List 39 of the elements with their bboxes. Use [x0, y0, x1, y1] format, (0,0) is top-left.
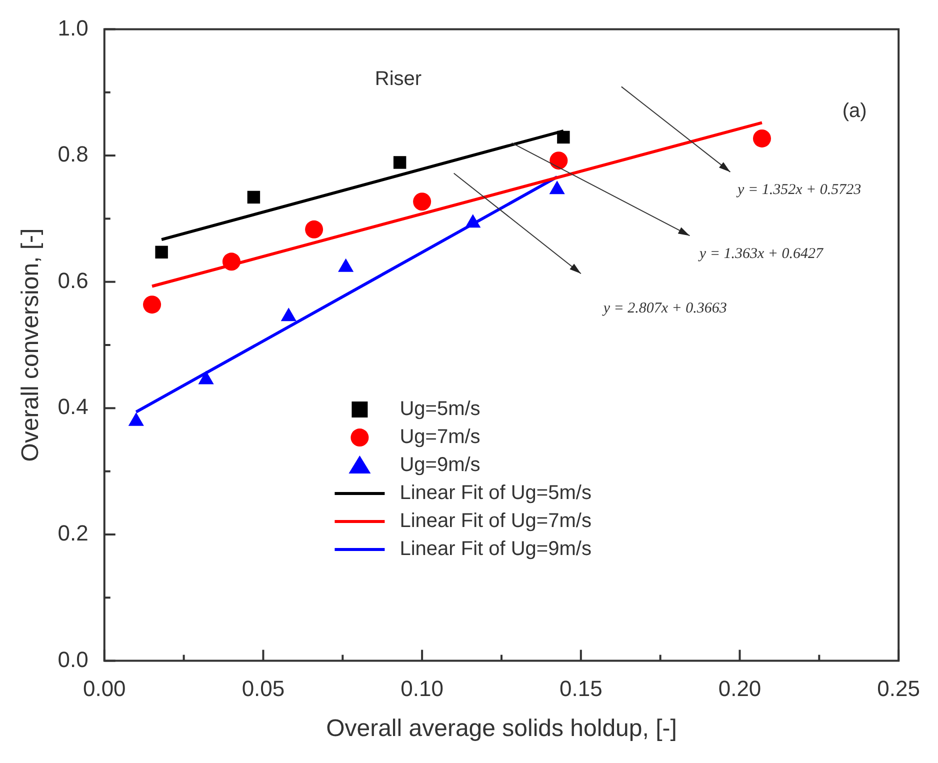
point — [155, 246, 168, 259]
annotation: y = 1.352x + 0.5723 — [736, 182, 862, 198]
point — [413, 192, 432, 211]
point — [393, 156, 406, 169]
y-tick-label: 0.8 — [58, 142, 88, 167]
point — [247, 190, 260, 204]
legend-label: Ug=5m/s — [400, 398, 480, 420]
x-tick-label: 0.05 — [242, 676, 285, 702]
annotation: y = 1.363x + 0.6427 — [697, 246, 824, 262]
y-tick-label: 0.4 — [58, 394, 88, 420]
annotation: y = 2.807x + 0.3663 — [601, 300, 727, 316]
x-tick-label: 0.10 — [400, 676, 444, 702]
legend-label: Ug=9m/s — [400, 454, 480, 476]
x-tick-label: 0.00 — [82, 676, 126, 702]
point — [222, 252, 240, 271]
x-tick-label: 0.15 — [559, 676, 602, 702]
point — [128, 412, 144, 426]
point — [280, 308, 296, 322]
x-axis-title: Overall average solids holdup, [-] — [326, 715, 677, 742]
point — [752, 129, 771, 148]
point — [143, 296, 162, 314]
y-tick-label: 1.0 — [58, 15, 88, 40]
point — [338, 258, 354, 272]
point — [305, 220, 324, 238]
point — [550, 152, 568, 170]
legend-label: Linear Fit of Ug=9m/s — [400, 538, 592, 560]
y-tick-label: 0.0 — [58, 646, 88, 672]
legend-label: Linear Fit of Ug=7m/s — [400, 510, 592, 532]
y-tick-label: 0.2 — [58, 520, 88, 546]
annotation: (a) — [842, 100, 867, 122]
legend-label: Linear Fit of Ug=5m/s — [400, 482, 592, 504]
annotation: Riser — [374, 68, 422, 90]
y-tick-label: 0.6 — [58, 268, 88, 293]
point — [198, 370, 214, 384]
legend-label: Ug=7m/s — [400, 426, 480, 448]
x-tick-label: 0.25 — [877, 676, 920, 702]
point — [557, 130, 570, 144]
y-axis-title: Overall conversion, [-] — [17, 228, 44, 462]
x-tick-label: 0.20 — [718, 676, 762, 702]
